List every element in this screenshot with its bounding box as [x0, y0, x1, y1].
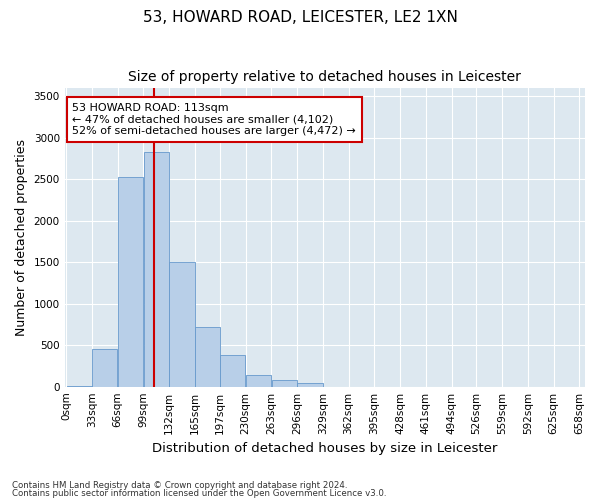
Text: 53 HOWARD ROAD: 113sqm
← 47% of detached houses are smaller (4,102)
52% of semi-: 53 HOWARD ROAD: 113sqm ← 47% of detached… — [73, 103, 356, 136]
Bar — [92, 348, 118, 387]
Bar — [169, 262, 194, 386]
Bar — [195, 327, 220, 386]
Bar — [118, 176, 143, 386]
Text: 53, HOWARD ROAD, LEICESTER, LE2 1XN: 53, HOWARD ROAD, LEICESTER, LE2 1XN — [143, 10, 457, 25]
Y-axis label: Number of detached properties: Number of detached properties — [15, 139, 28, 336]
Text: Contains HM Land Registry data © Crown copyright and database right 2024.: Contains HM Land Registry data © Crown c… — [12, 480, 347, 490]
Text: Contains public sector information licensed under the Open Government Licence v3: Contains public sector information licen… — [12, 489, 386, 498]
Bar — [246, 375, 271, 386]
X-axis label: Distribution of detached houses by size in Leicester: Distribution of detached houses by size … — [152, 442, 497, 455]
Bar — [220, 355, 245, 386]
Bar — [272, 380, 297, 386]
Bar — [144, 152, 169, 386]
Bar — [298, 382, 323, 386]
Title: Size of property relative to detached houses in Leicester: Size of property relative to detached ho… — [128, 70, 521, 84]
